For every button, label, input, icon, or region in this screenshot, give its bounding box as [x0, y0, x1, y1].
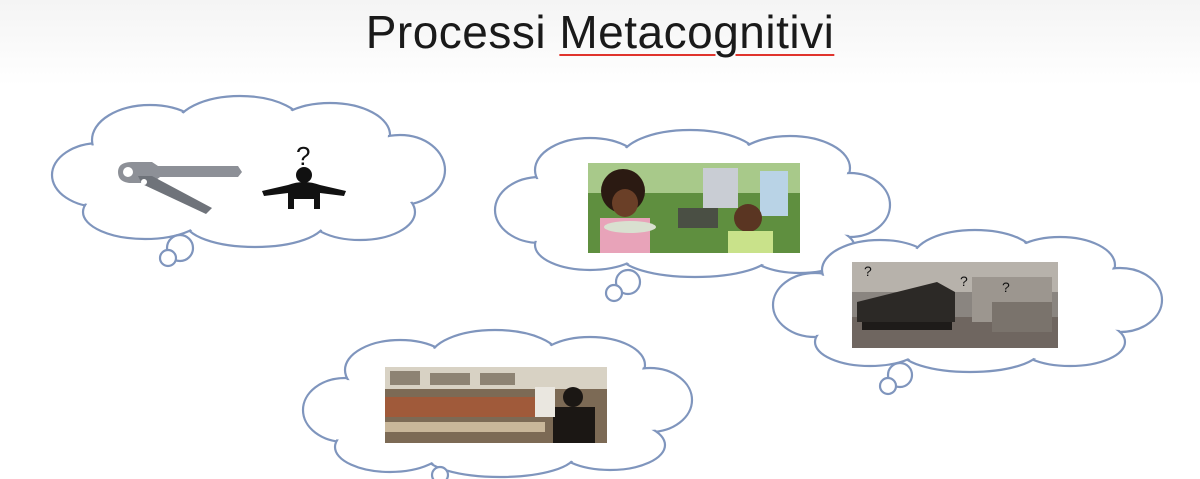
confused-person-icon: ?	[262, 141, 346, 209]
svg-text:?: ?	[960, 273, 968, 289]
svg-text:?: ?	[296, 141, 310, 171]
classroom-photo	[385, 367, 607, 443]
children-eating-photo	[588, 163, 800, 253]
svg-text:?: ?	[864, 263, 872, 279]
svg-text:?: ?	[1002, 279, 1010, 295]
keys-icon	[118, 162, 242, 214]
title-word-processi: Processi	[365, 6, 547, 58]
thought-cloud-1	[50, 94, 447, 268]
piano-room-photo: ? ? ?	[852, 262, 1058, 348]
slide-title: Processi Metacognitivi	[0, 4, 1200, 60]
title-word-metacognitivi: Metacognitivi	[559, 6, 835, 58]
